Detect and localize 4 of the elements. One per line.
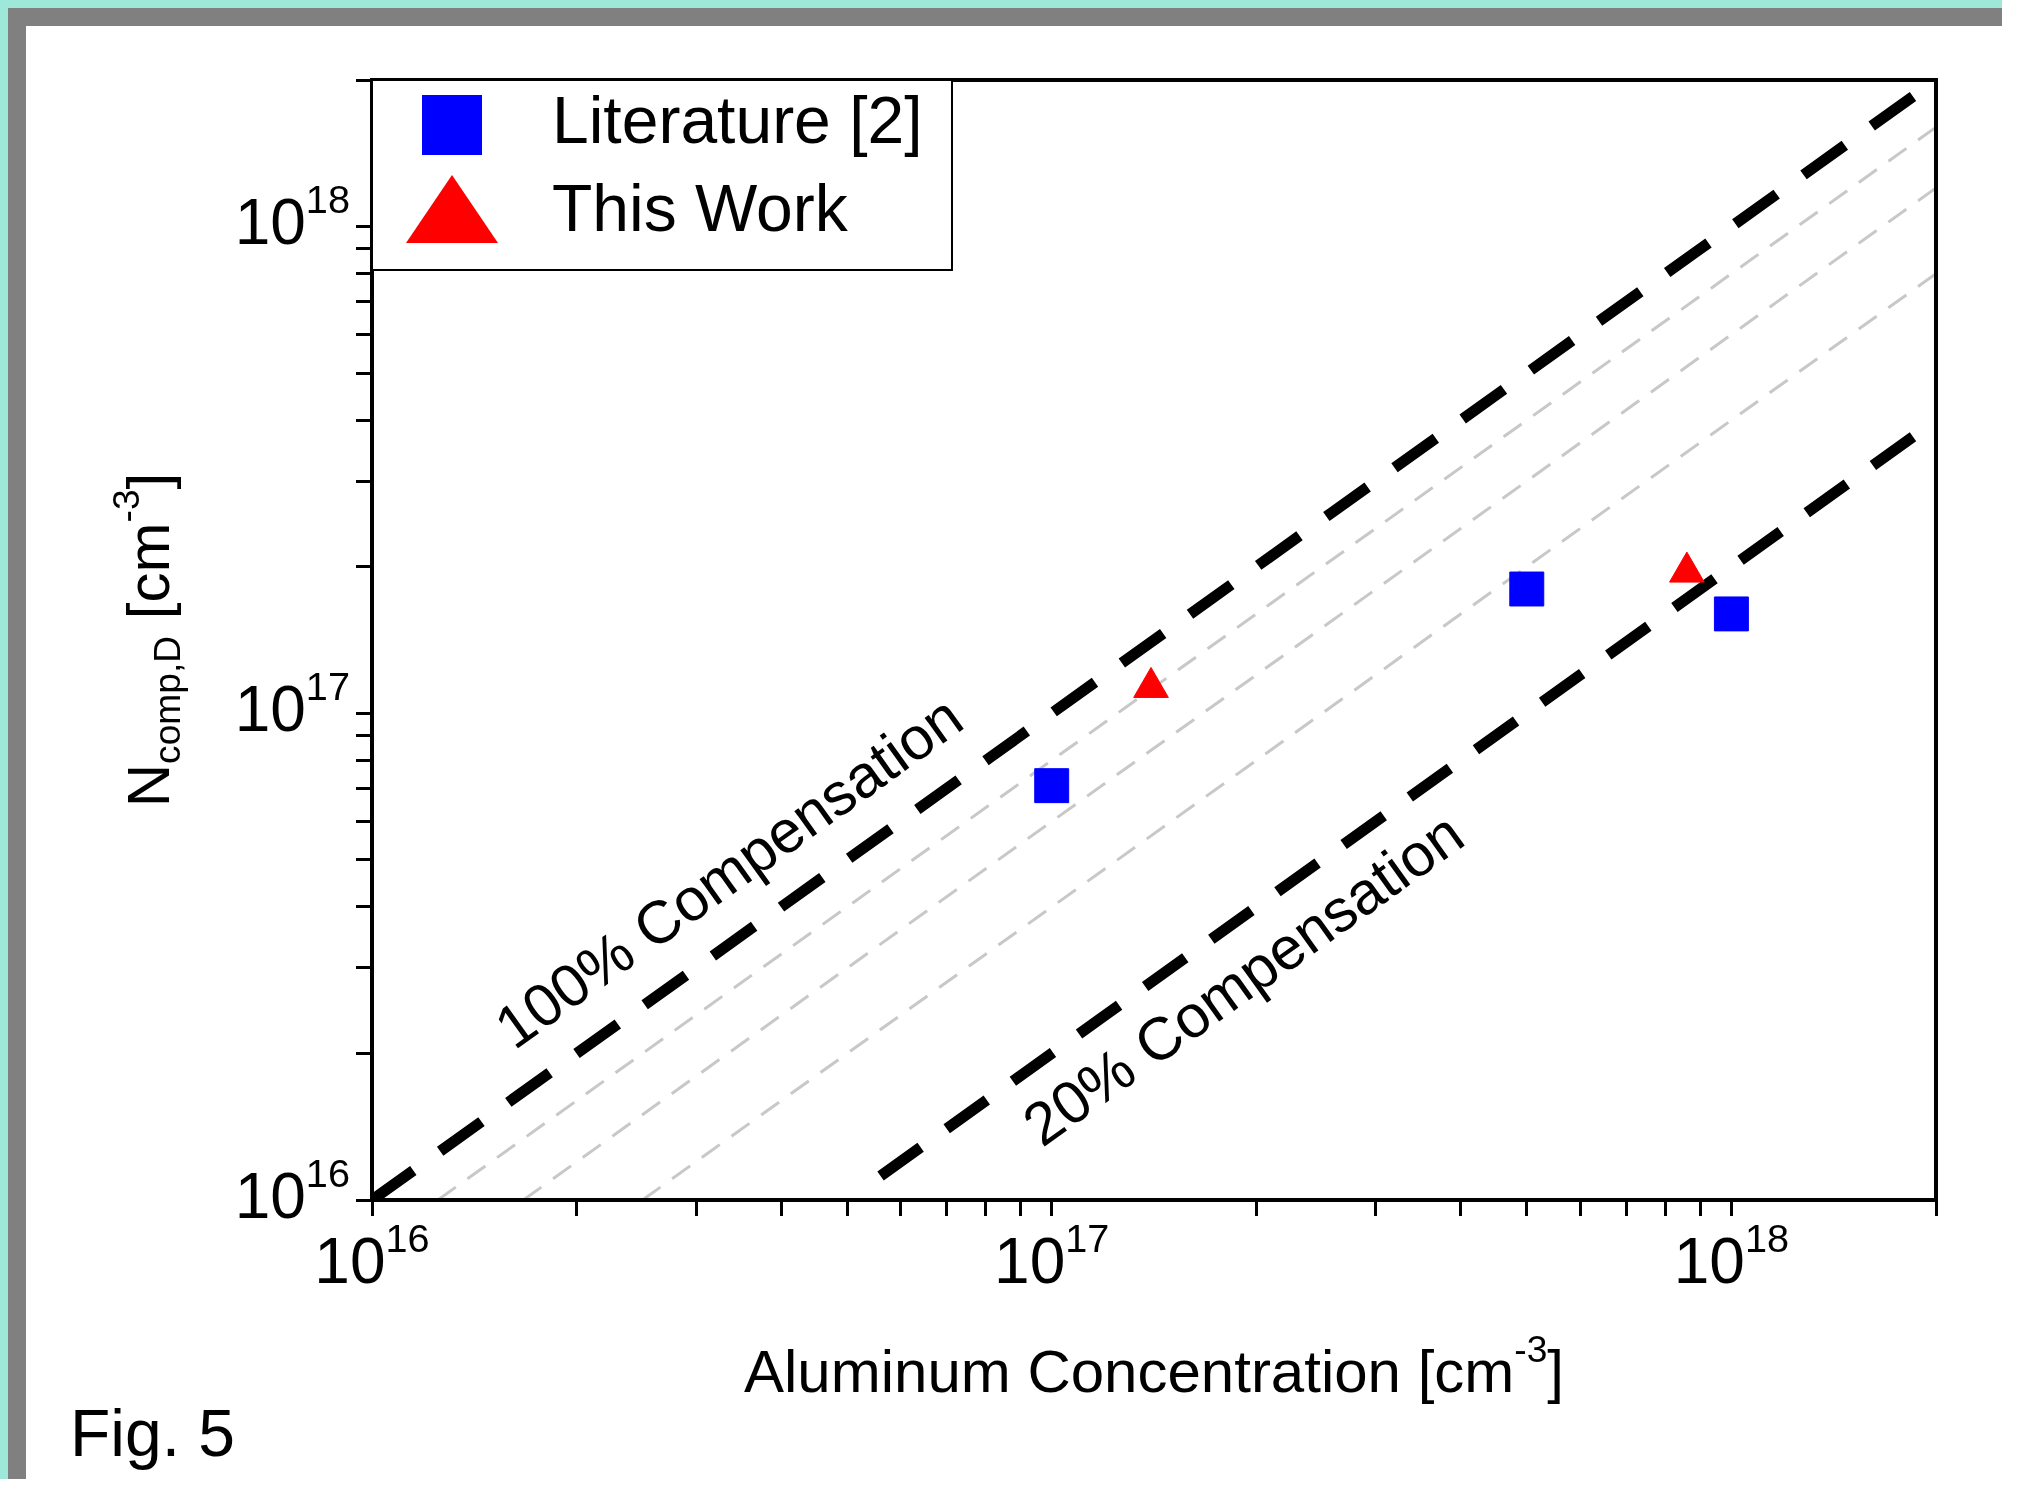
caption: Fig. 5 (70, 1395, 236, 1471)
legend-label: Literature [2] (552, 83, 923, 158)
legend-label: This Work (552, 171, 849, 246)
y-axis-title: Ncomp,D [cm-3] (105, 472, 189, 808)
